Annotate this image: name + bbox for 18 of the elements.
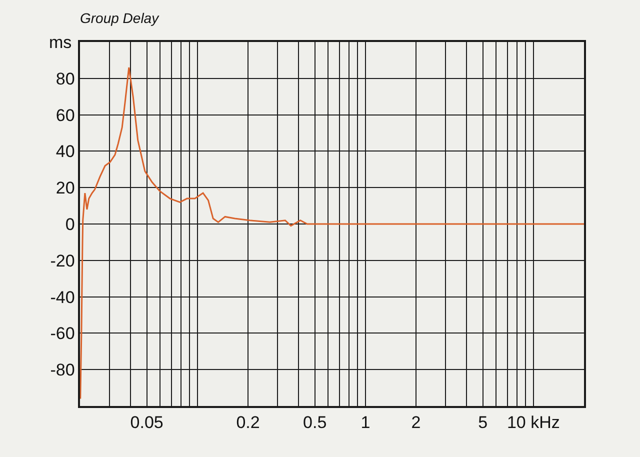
- x-tick-label: 5: [478, 413, 488, 432]
- y-tick-label: 80: [56, 69, 75, 88]
- x-tick-label: 0.5: [303, 413, 327, 432]
- y-tick-label: -80: [50, 360, 75, 380]
- x-tick-label: 0.2: [236, 413, 260, 432]
- chart-title: Group Delay: [80, 10, 160, 26]
- y-tick-label: -20: [50, 251, 75, 270]
- y-tick-label: -40: [50, 288, 75, 307]
- y-tick-label: 40: [56, 142, 75, 162]
- y-tick-label: 0: [65, 214, 75, 234]
- y-tick-label: -60: [50, 324, 75, 344]
- y-tick-label: 60: [56, 106, 75, 125]
- x-tick-label: 2: [411, 413, 421, 432]
- x-tick-label: 0.05: [130, 413, 164, 432]
- y-tick-label: 20: [56, 178, 75, 198]
- x-tick-label: 10 kHz: [506, 413, 560, 432]
- y-axis-title: ms: [49, 33, 72, 52]
- x-tick-label: 1: [360, 413, 370, 432]
